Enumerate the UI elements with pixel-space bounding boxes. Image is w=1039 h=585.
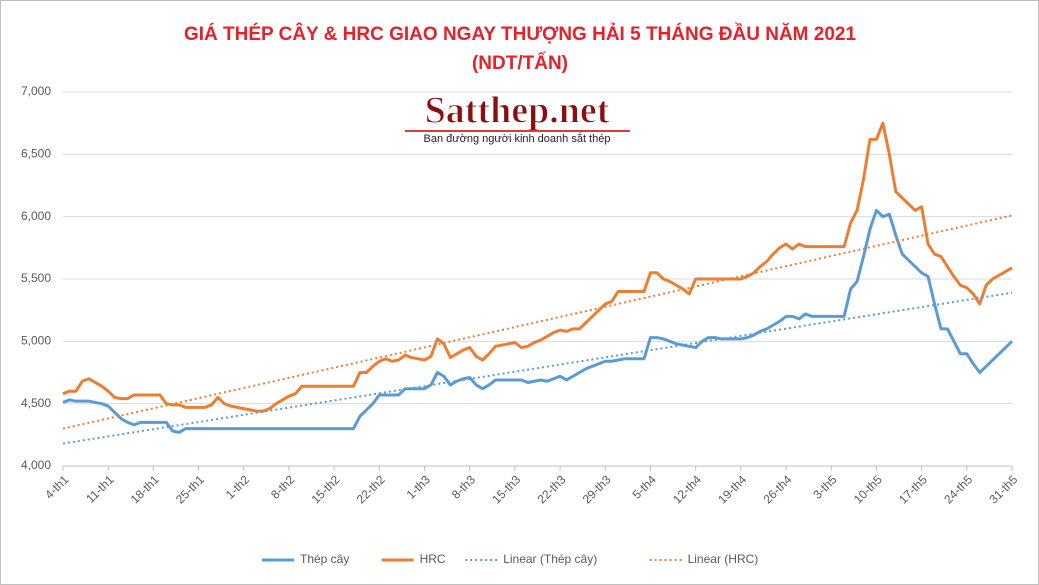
y-tick-label: 4,000 [21,458,51,472]
legend-label: Thép cây [300,552,349,566]
series-line [62,121,1013,413]
watermark-title: Satthep.net [425,90,610,132]
y-tick-label: 6,500 [21,147,51,161]
y-tick-label: 4,500 [21,396,51,410]
legend-label: Linear (HRC) [688,552,759,566]
y-tick-label: 7,000 [21,84,51,98]
y-tick-label: 5,500 [21,271,51,285]
series-line [62,208,1014,434]
trend-line [62,291,1013,445]
watermark-subtitle: Bạn đường người kinh doanh sắt thép [424,132,611,145]
y-tick-label: 6,000 [21,209,51,223]
legend-label: Linear (Thép cây) [503,552,597,566]
legend-label: HRC [420,552,446,566]
chart-subtitle: (NDT/TẤN) [472,52,568,74]
trend-line [62,214,1013,430]
y-tick-label: 5,000 [21,334,51,348]
chart-title: GIÁ THÉP CÂY & HRC GIAO NGAY THƯỢNG HẢI … [184,23,857,45]
watermark: Satthep.net Bạn đường người kinh doanh s… [405,89,630,145]
